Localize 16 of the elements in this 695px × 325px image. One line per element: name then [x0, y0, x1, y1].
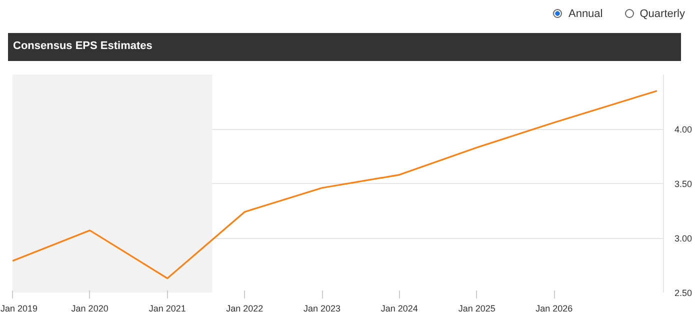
text: Quarterly [638, 8, 685, 20]
y-tick-label: 3.00 [674, 234, 692, 244]
x-tick-label: Jan 2020 [71, 304, 108, 314]
line-series [12, 90, 658, 280]
chart-title: Consensus EPS Estimates [8, 33, 681, 61]
x-tick-label: Jan 2021 [148, 304, 186, 314]
x-tick-label: Jan 2023 [303, 304, 341, 314]
x-tick-label: Jan 2022 [226, 304, 264, 314]
x-tick-label: Jan 2019 [0, 304, 38, 314]
x-tick-label: Jan 2024 [380, 304, 418, 314]
x-tick-label: Jan 2026 [536, 304, 573, 314]
y-tick-label: 4.00 [674, 124, 692, 134]
y-tick-label: 3.50 [674, 179, 692, 189]
text: Annual [567, 8, 603, 20]
x-tick-label: Jan 2025 [458, 304, 496, 314]
y-tick-label: 2.50 [674, 288, 692, 298]
